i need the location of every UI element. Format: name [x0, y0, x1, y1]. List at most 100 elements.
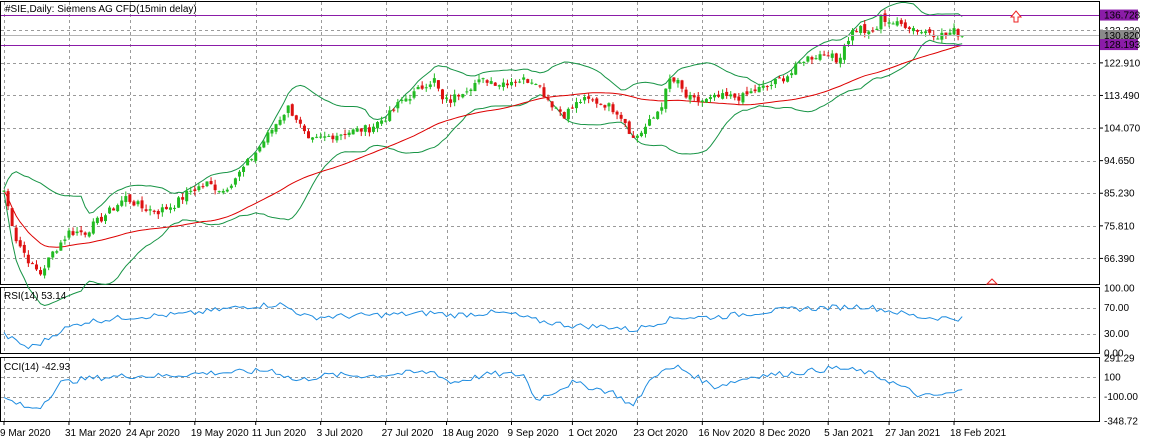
candle	[39, 266, 43, 276]
candle-body	[550, 101, 554, 108]
candle-body	[814, 58, 818, 60]
candle	[826, 51, 830, 57]
candle-body	[579, 101, 583, 103]
price-label-text: 128.193	[1104, 40, 1141, 51]
candle-body	[193, 189, 197, 192]
candle-body	[619, 114, 623, 119]
candle	[769, 81, 773, 90]
candle	[108, 205, 112, 215]
candle-body	[899, 20, 903, 24]
candle	[47, 257, 51, 271]
candle-body	[445, 97, 449, 99]
price-label: 130.820	[1100, 29, 1141, 42]
candle	[530, 79, 534, 85]
x-tick-label: 5 Jan 2021	[824, 428, 874, 439]
candle	[680, 79, 684, 93]
candle-body	[680, 80, 684, 89]
cci-panel-frame	[0, 357, 1100, 422]
cci-title: CCI(14) -42.93	[4, 362, 71, 373]
candle	[376, 121, 380, 133]
candle	[619, 111, 623, 122]
candle-body	[648, 119, 652, 126]
candle	[34, 260, 38, 271]
x-tick-label: 19 May 2020	[191, 428, 249, 439]
candle	[380, 116, 384, 126]
candle	[558, 106, 562, 116]
candle	[282, 114, 286, 124]
candle-body	[587, 96, 591, 99]
candle-body	[108, 207, 112, 214]
candle	[254, 152, 258, 164]
rsi-tick-label: 0.00	[1104, 349, 1124, 360]
x-tick-label: 23 Oct 2020	[633, 428, 688, 439]
candle-body	[558, 109, 562, 112]
candle	[851, 28, 855, 46]
candle	[725, 88, 729, 99]
candle-body	[733, 93, 737, 98]
candle	[761, 81, 765, 91]
candle	[6, 188, 10, 211]
candle-body	[895, 21, 899, 26]
candle	[867, 30, 871, 39]
candle	[643, 123, 647, 138]
up-arrow-icon[interactable]	[1009, 10, 1023, 23]
candle	[331, 133, 335, 143]
x-tick-label: 27 Jul 2020	[382, 428, 434, 439]
candle-body	[830, 53, 834, 58]
candle	[782, 75, 786, 84]
candle-body	[749, 91, 753, 94]
candle	[883, 9, 887, 27]
candle	[18, 236, 22, 248]
candle-body	[298, 119, 302, 124]
candle	[465, 87, 469, 95]
candle-body	[477, 79, 481, 83]
candle-body	[924, 31, 928, 34]
x-tick-label: 24 Apr 2020	[126, 428, 180, 439]
candle	[424, 83, 428, 92]
cci-tick-label: 291.29	[1104, 354, 1135, 365]
x-tick-label: 8 Dec 2020	[759, 428, 811, 439]
candle-body	[761, 85, 765, 88]
candle-body	[246, 159, 250, 166]
candle-body	[132, 201, 136, 206]
candle	[148, 205, 152, 216]
candle	[225, 187, 229, 193]
candle	[173, 205, 177, 212]
candle	[152, 209, 156, 215]
candle-body	[489, 81, 493, 84]
candle-body	[725, 91, 729, 97]
candle-body	[599, 103, 603, 105]
candle	[806, 55, 810, 63]
candle-body	[505, 83, 509, 86]
candle-body	[591, 99, 595, 101]
candle-body	[225, 189, 229, 192]
candle-body	[603, 105, 607, 108]
candle	[71, 227, 75, 237]
candle-body	[948, 32, 952, 35]
candle	[14, 224, 18, 244]
candle	[546, 94, 550, 102]
candle	[656, 110, 660, 120]
candle-body	[782, 78, 786, 82]
candle-body	[432, 78, 436, 83]
candle	[440, 88, 444, 104]
candle	[355, 126, 359, 133]
candle-body	[47, 257, 51, 268]
candle-body	[741, 93, 745, 103]
candle	[246, 157, 250, 166]
candle-body	[331, 135, 335, 140]
candle	[339, 133, 343, 141]
candle	[794, 61, 798, 76]
candle-body	[177, 197, 181, 208]
candle	[798, 60, 802, 64]
candle	[907, 26, 911, 34]
candle	[574, 97, 578, 113]
candle-body	[879, 14, 883, 30]
candle-body	[518, 81, 522, 83]
candle-body	[449, 99, 453, 103]
candle	[615, 110, 619, 120]
candle	[177, 195, 181, 208]
candle	[696, 92, 700, 106]
candle-body	[721, 93, 725, 99]
candle-body	[242, 166, 246, 172]
